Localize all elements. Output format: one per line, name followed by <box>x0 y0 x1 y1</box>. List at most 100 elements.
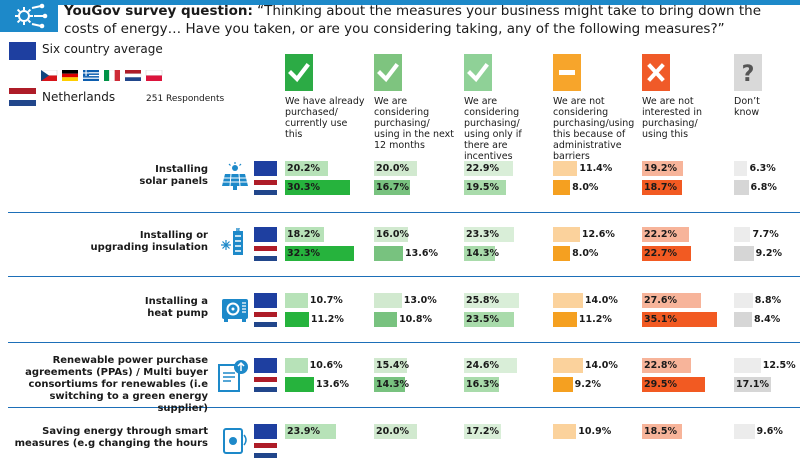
data-label: 9.6% <box>756 426 783 437</box>
solar-panel-icon <box>220 162 250 192</box>
bar-six-country-average <box>374 293 402 308</box>
header-bar <box>0 0 800 5</box>
column-header-line: using only if <box>464 129 522 140</box>
nl-flag-icon <box>254 377 277 392</box>
logo-box <box>0 0 58 32</box>
data-label: 32.3% <box>287 248 320 259</box>
eu-flag-icon <box>254 424 277 439</box>
bar-six-country-average <box>374 424 417 439</box>
data-label: 8.0% <box>572 248 599 259</box>
data-label: 14.3% <box>466 248 499 259</box>
bar-netherlands <box>553 377 573 392</box>
data-label: 25.8% <box>466 295 499 306</box>
column-header-3: We are considering purchasing/using only i… <box>464 96 550 162</box>
data-label: 9.2% <box>755 248 783 259</box>
data-label: 6.3% <box>749 163 776 174</box>
bar-six-country-average <box>553 161 578 176</box>
heat-pump-icon <box>220 294 250 324</box>
column-header-line: purchasing/ <box>464 118 520 129</box>
data-label: 22.8% <box>644 360 677 371</box>
data-label: 17.1% <box>736 379 769 390</box>
bar-netherlands <box>464 246 495 261</box>
column-header-line: incentives <box>464 151 513 162</box>
data-label: 14.0% <box>584 295 618 306</box>
data-label: 19.5% <box>466 182 499 193</box>
bar-six-country-average <box>464 358 517 373</box>
data-label: 20.0% <box>376 426 409 437</box>
data-label: 20.2% <box>287 163 320 174</box>
bar-six-country-average <box>734 358 761 373</box>
data-label: 18.7% <box>644 182 677 193</box>
data-label: 30.3% <box>287 182 320 193</box>
row-label-line: switching to a green energy supplier) <box>49 391 208 414</box>
svg-text:R: R <box>236 228 241 234</box>
bar-six-country-average <box>285 424 337 439</box>
data-label: 19.2% <box>644 163 677 174</box>
data-label: 13.6% <box>316 379 350 390</box>
eu-flag-icon <box>254 161 277 176</box>
column-header-line: purchasing/ <box>374 118 430 129</box>
column-header-6: Don’t know <box>734 96 794 118</box>
bar-netherlands <box>553 246 571 261</box>
row-label-line: agreements (PPAs) / Multi buyer <box>25 367 208 378</box>
data-label: 10.8% <box>399 314 433 325</box>
nl-flag-icon <box>254 312 277 327</box>
bar-six-country-average <box>642 227 690 242</box>
data-label: 22.2% <box>644 229 677 240</box>
data-label: 29.5% <box>644 379 677 390</box>
column-header-line: purchasing/using <box>553 118 635 129</box>
bar-six-country-average <box>374 358 407 373</box>
nl-flag-icon <box>254 443 277 458</box>
row-label-line: consortiums for renewables (i.e <box>28 379 208 390</box>
data-label: 22.7% <box>644 248 677 259</box>
column-header-line: administrative <box>553 140 622 151</box>
column-header-line: We are <box>374 96 408 107</box>
smart-meter-icon <box>220 425 250 455</box>
column-header-line: using this <box>642 129 689 140</box>
legend-avg-label: Six country average <box>42 42 163 56</box>
survey-question-text: “Thinking about the measures your busine… <box>64 3 762 37</box>
bar-six-country-average <box>285 227 324 242</box>
nl-flag-icon <box>9 88 36 106</box>
bar-six-country-average <box>464 227 514 242</box>
row-label-line: upgrading insulation <box>90 242 208 253</box>
question-icon: ? <box>734 54 762 91</box>
contract-icon <box>217 359 248 392</box>
bar-six-country-average <box>464 161 513 176</box>
minus-icon <box>553 54 581 91</box>
bar-six-country-average <box>734 424 755 439</box>
row-separator <box>8 342 800 343</box>
data-label: 16.7% <box>376 182 409 193</box>
data-label: 27.6% <box>644 295 677 306</box>
data-label: 8.4% <box>753 314 781 325</box>
bar-netherlands <box>734 180 749 195</box>
bar-six-country-average <box>285 161 329 176</box>
legend-nl-label: Netherlands <box>42 90 116 104</box>
data-label: 10.9% <box>578 426 612 437</box>
row-label: Installing a heat pump <box>145 296 208 320</box>
column-header-2: We are considering purchasing/using in the… <box>374 96 460 151</box>
eu-flag-icon <box>254 358 277 373</box>
row-label: Renewable power purchase agreements (PPAs… <box>0 355 208 415</box>
bar-six-country-average <box>553 293 583 308</box>
bar-netherlands <box>734 312 752 327</box>
column-header-line: barriers <box>553 151 590 162</box>
bar-netherlands <box>285 377 315 392</box>
data-label: 13.0% <box>403 295 437 306</box>
bar-netherlands <box>642 312 717 327</box>
network-gear-icon <box>15 3 48 29</box>
data-label: 14.0% <box>584 360 618 371</box>
svg-text:?: ? <box>742 62 755 87</box>
row-label-line: solar panels <box>139 176 208 187</box>
data-label: 11.4% <box>579 163 613 174</box>
row-label-line: measures (e.g changing the hours <box>14 438 208 449</box>
eu-flag-icon <box>254 227 277 242</box>
row-label-line: Renewable power purchase <box>52 355 208 366</box>
bar-six-country-average <box>734 227 751 242</box>
data-label: 22.9% <box>466 163 499 174</box>
column-header-line: 12 months <box>374 140 425 151</box>
row-label: Installing or upgrading insulation <box>91 230 208 254</box>
data-label: 9.2% <box>574 379 602 390</box>
bar-netherlands <box>374 246 404 261</box>
bar-six-country-average <box>642 358 691 373</box>
